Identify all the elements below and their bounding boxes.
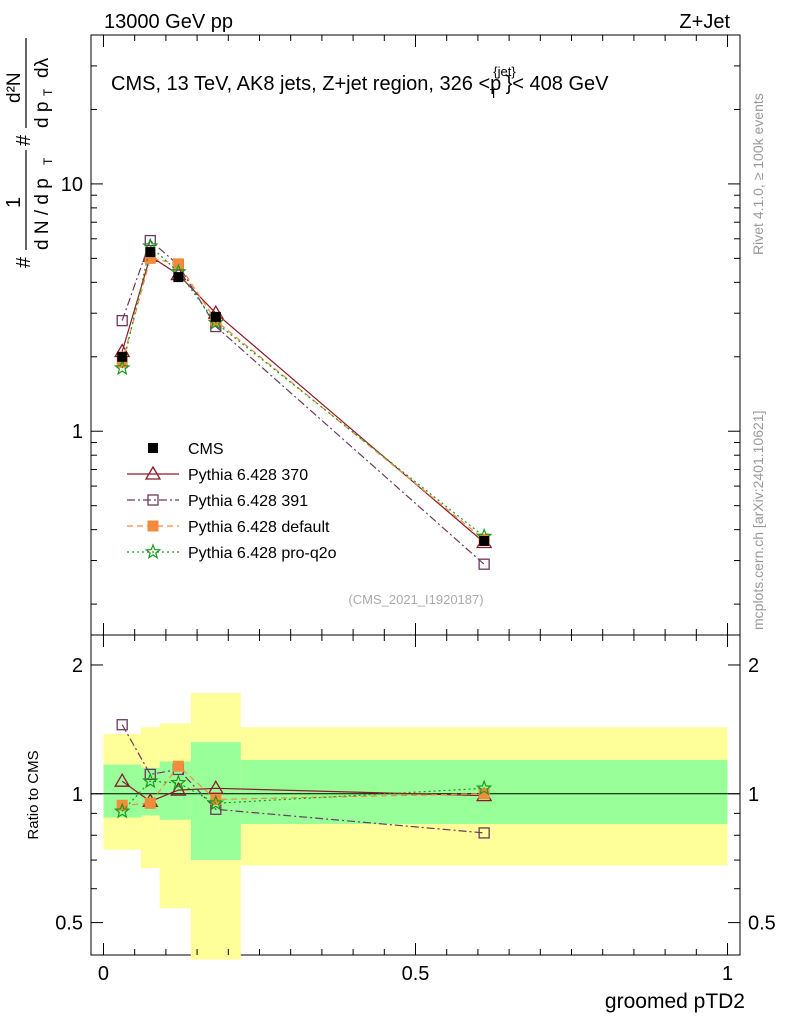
y-axis-label-main: # 1 d N / d p T # d²N d p T dλ bbox=[3, 38, 55, 268]
legend-entry-0: CMS bbox=[148, 441, 224, 458]
series-point-main bbox=[116, 314, 128, 327]
header-right: Z+Jet bbox=[679, 11, 730, 33]
x-tick-label: 0 bbox=[98, 963, 109, 985]
data-point bbox=[173, 272, 184, 283]
legend-entry-2: Pythia 6.428 391 bbox=[127, 493, 308, 510]
plot-title: CMS, 13 TeV, AK8 jets, Z+jet region, 326… bbox=[111, 64, 609, 101]
svg-text:d N / d p: d N / d p bbox=[32, 178, 53, 250]
legend-marker bbox=[144, 543, 162, 560]
y-tick-label-ratio: 0.5 bbox=[55, 913, 83, 935]
legend-entry-4: Pythia 6.428 pro-q2o bbox=[127, 543, 337, 562]
legend-label: Pythia 6.428 370 bbox=[188, 467, 308, 484]
axis-ticks: 0 0.5 1 1 10 0.5 0.5 1 1 2 2 bbox=[55, 34, 776, 985]
legend-marker bbox=[147, 520, 159, 532]
legend-label: Pythia 6.428 pro-q2o bbox=[188, 545, 337, 562]
series-point-ratio bbox=[170, 781, 187, 796]
legend-entry-1: Pythia 6.428 370 bbox=[127, 465, 308, 484]
legend-label: Pythia 6.428 default bbox=[188, 519, 330, 536]
series-point-ratio bbox=[207, 780, 224, 794]
y-tick-label-ratio-right: 0.5 bbox=[748, 913, 776, 935]
y-tick-label-ratio-right: 1 bbox=[748, 784, 759, 806]
series-data bbox=[117, 247, 490, 546]
series-line-main bbox=[121, 239, 485, 565]
series-line-main bbox=[121, 245, 485, 538]
series-point-ratio bbox=[114, 772, 131, 787]
y-tick-label-ratio: 2 bbox=[72, 655, 83, 677]
data-point bbox=[479, 535, 490, 546]
svg-text:d p: d p bbox=[32, 102, 53, 128]
series-line-ratio bbox=[121, 780, 485, 803]
data-point bbox=[145, 247, 156, 258]
svg-text:T: T bbox=[41, 157, 55, 165]
svg-text:#: # bbox=[13, 134, 35, 146]
series-point-ratio bbox=[207, 794, 225, 811]
series-line-ratio bbox=[121, 780, 485, 812]
svg-text:d²N: d²N bbox=[4, 72, 25, 103]
series-point-ratio bbox=[144, 797, 156, 809]
series-point-main bbox=[113, 359, 131, 376]
mcplots-label: mcplots.cern.ch [arXiv:2401.10621] bbox=[750, 411, 766, 630]
legend-entry-3: Pythia 6.428 default bbox=[127, 519, 330, 536]
series-line-main bbox=[121, 257, 485, 540]
uncertainty-bands bbox=[103, 692, 728, 960]
legend-label: CMS bbox=[188, 441, 224, 458]
y-tick-label-main: 10 bbox=[61, 174, 83, 196]
legend-marker bbox=[147, 494, 159, 506]
data-point bbox=[210, 311, 221, 322]
legend-marker bbox=[148, 443, 158, 453]
y-tick-label-ratio: 1 bbox=[72, 784, 83, 806]
series-point-main bbox=[207, 313, 225, 330]
series-point-ratio bbox=[475, 779, 493, 796]
series-point-ratio bbox=[113, 802, 131, 819]
series-point-main bbox=[478, 558, 490, 570]
x-axis-label: groomed pTD2 bbox=[605, 990, 745, 1013]
series-point-ratio bbox=[210, 793, 222, 805]
series-point-ratio bbox=[170, 774, 187, 790]
y-tick-label-main: 1 bbox=[72, 421, 83, 443]
legend-label: Pythia 6.428 391 bbox=[188, 493, 308, 510]
x-tick-label: 0.5 bbox=[402, 963, 430, 985]
series-point-ratio bbox=[172, 760, 184, 772]
legend: CMS Pythia 6.428 370 Pythia 6.428 391 Pythi… bbox=[127, 441, 337, 562]
data-point bbox=[117, 351, 128, 362]
svg-text:T: T bbox=[41, 88, 55, 96]
series-point-ratio bbox=[478, 788, 490, 800]
y-tick-label-ratio-right: 2 bbox=[748, 655, 759, 677]
series-layer bbox=[113, 234, 493, 839]
header-left: 13000 GeV pp bbox=[104, 11, 233, 33]
rivet-label: Rivet 4.1.0, ≥ 100k events bbox=[750, 93, 766, 255]
series-point-ratio bbox=[116, 719, 128, 731]
svg-text:1: 1 bbox=[3, 197, 25, 208]
y-axis-label-ratio: Ratio to CMS bbox=[25, 750, 42, 839]
legend-marker bbox=[144, 465, 162, 480]
svg-text:dλ: dλ bbox=[32, 57, 53, 78]
series-point-ratio bbox=[144, 768, 156, 781]
svg-text:#: # bbox=[13, 256, 35, 268]
series-point-ratio bbox=[478, 827, 490, 839]
analysis-watermark: (CMS_2021_I1920187) bbox=[348, 592, 483, 607]
x-tick-label: 1 bbox=[722, 963, 733, 985]
series-point-ratio bbox=[142, 772, 159, 789]
